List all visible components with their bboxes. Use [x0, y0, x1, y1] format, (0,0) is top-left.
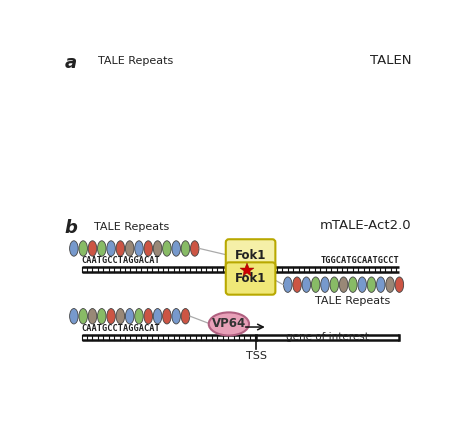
- Ellipse shape: [107, 241, 115, 256]
- Text: b: b: [64, 219, 78, 237]
- Ellipse shape: [386, 277, 394, 292]
- Ellipse shape: [134, 241, 143, 256]
- FancyBboxPatch shape: [226, 239, 276, 272]
- Ellipse shape: [395, 277, 403, 292]
- Text: TSS: TSS: [246, 351, 267, 361]
- Ellipse shape: [144, 241, 153, 256]
- Text: mTALE-Act2.0: mTALE-Act2.0: [319, 219, 411, 232]
- Ellipse shape: [283, 277, 292, 292]
- Ellipse shape: [70, 309, 78, 324]
- Ellipse shape: [376, 277, 385, 292]
- Ellipse shape: [153, 309, 162, 324]
- Text: VP64: VP64: [212, 318, 246, 330]
- Ellipse shape: [134, 309, 143, 324]
- Ellipse shape: [116, 241, 125, 256]
- Ellipse shape: [367, 277, 376, 292]
- Ellipse shape: [163, 241, 171, 256]
- Ellipse shape: [144, 309, 153, 324]
- Text: gene of interest: gene of interest: [286, 333, 369, 342]
- Ellipse shape: [321, 277, 329, 292]
- Ellipse shape: [293, 277, 301, 292]
- Ellipse shape: [88, 241, 97, 256]
- Ellipse shape: [330, 277, 339, 292]
- Ellipse shape: [79, 309, 87, 324]
- Ellipse shape: [181, 241, 190, 256]
- Text: TALE Repeats: TALE Repeats: [98, 56, 174, 66]
- Ellipse shape: [163, 309, 171, 324]
- Ellipse shape: [302, 277, 311, 292]
- Ellipse shape: [209, 312, 249, 336]
- Ellipse shape: [311, 277, 320, 292]
- Ellipse shape: [358, 277, 367, 292]
- Ellipse shape: [98, 241, 106, 256]
- Ellipse shape: [172, 309, 180, 324]
- Text: CAATGCCTAGGACAT: CAATGCCTAGGACAT: [82, 324, 160, 333]
- Ellipse shape: [79, 241, 87, 256]
- FancyBboxPatch shape: [226, 262, 276, 295]
- Ellipse shape: [107, 309, 115, 324]
- Ellipse shape: [348, 277, 357, 292]
- Text: Fok1: Fok1: [235, 272, 266, 285]
- Text: TGGCATGCAATGCCT: TGGCATGCAATGCCT: [321, 256, 399, 265]
- Ellipse shape: [181, 309, 190, 324]
- Text: TALEN: TALEN: [369, 54, 411, 67]
- Text: Fok1: Fok1: [235, 249, 266, 262]
- Text: CAATGCCTAGGACAT: CAATGCCTAGGACAT: [82, 256, 160, 265]
- Ellipse shape: [126, 309, 134, 324]
- Ellipse shape: [98, 309, 106, 324]
- Ellipse shape: [88, 309, 97, 324]
- Ellipse shape: [340, 277, 348, 292]
- Text: TALE Repeats: TALE Repeats: [94, 222, 170, 232]
- Ellipse shape: [153, 241, 162, 256]
- Text: a: a: [64, 54, 77, 71]
- Ellipse shape: [116, 309, 125, 324]
- Ellipse shape: [191, 241, 199, 256]
- Ellipse shape: [172, 241, 180, 256]
- Text: TALE Repeats: TALE Repeats: [315, 296, 390, 306]
- Ellipse shape: [126, 241, 134, 256]
- Ellipse shape: [70, 241, 78, 256]
